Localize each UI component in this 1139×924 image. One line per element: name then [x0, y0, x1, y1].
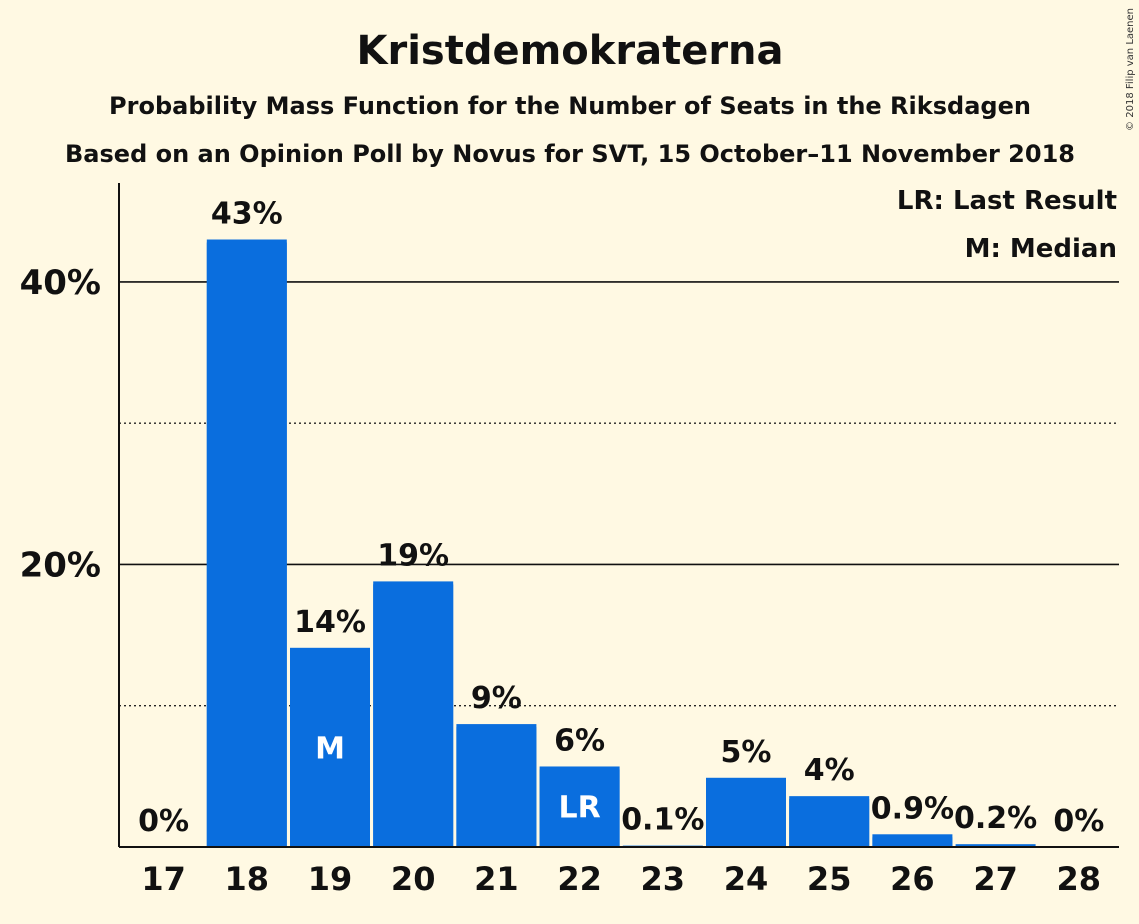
bars: [204, 236, 1038, 849]
x-tick-label: 23: [641, 860, 686, 898]
bar-value-label: 0%: [1053, 804, 1104, 839]
bar-fill: [706, 777, 786, 847]
bar-fill: [539, 766, 620, 847]
bar-value-label: 5%: [721, 735, 772, 770]
bar-fill: [290, 647, 370, 847]
x-tick-label: 25: [807, 860, 852, 898]
chart-title: Kristdemokraterna: [356, 28, 783, 74]
x-tick-label: 21: [474, 860, 519, 898]
x-tick-label: 26: [890, 860, 935, 898]
x-tick-label: 28: [1057, 860, 1102, 898]
bar-fill: [456, 724, 537, 847]
x-tick-label: 18: [225, 860, 270, 898]
x-tick-label: 27: [973, 860, 1018, 898]
chart-subtitle: Probability Mass Function for the Number…: [109, 92, 1031, 120]
bar-value-label: 0%: [138, 804, 189, 839]
legend-last-result: LR: Last Result: [897, 186, 1117, 216]
legend-median: M: Median: [965, 234, 1117, 264]
y-tick-label: 20%: [20, 545, 101, 585]
x-tick-label: 22: [557, 860, 602, 898]
bar-value-label: 4%: [804, 753, 855, 788]
bar-fill: [789, 796, 870, 847]
bar-fill: [206, 239, 287, 848]
bar-value-label: 0.1%: [621, 803, 704, 838]
median-marker: M: [315, 731, 345, 766]
bar-value-label: 14%: [294, 605, 366, 640]
x-tick-label: 19: [308, 860, 353, 898]
bar-fill: [373, 581, 454, 847]
bar-fill: [955, 844, 1036, 847]
bar-value-label: 0.2%: [954, 801, 1037, 836]
bar-value-label: 19%: [377, 538, 449, 573]
bar-labels: 0% 43% 14% 19% 9% 6% 0.1% 5% 4% 0.9% 0.2% 0% M LR: [138, 197, 1104, 839]
bar-value-label: 6%: [554, 723, 605, 758]
chart-subtitle-source: Based on an Opinion Poll by Novus for SV…: [65, 140, 1075, 168]
bar-fill: [872, 834, 953, 847]
copyright: © 2018 Filip van Laenen: [1125, 8, 1136, 131]
x-tick-label: 20: [391, 860, 436, 898]
x-tick-label: 24: [724, 860, 769, 898]
bar-value-label: 0.9%: [871, 791, 954, 826]
axes: 20% 40% 17 18 19 20 21 22 23 24 25 26 27 28: [20, 183, 1119, 898]
x-tick-label: 17: [141, 860, 186, 898]
y-tick-label: 40%: [20, 263, 101, 303]
bar-value-label: 9%: [471, 681, 522, 716]
last-result-marker: LR: [558, 791, 600, 826]
bar-value-label: 43%: [211, 197, 283, 232]
